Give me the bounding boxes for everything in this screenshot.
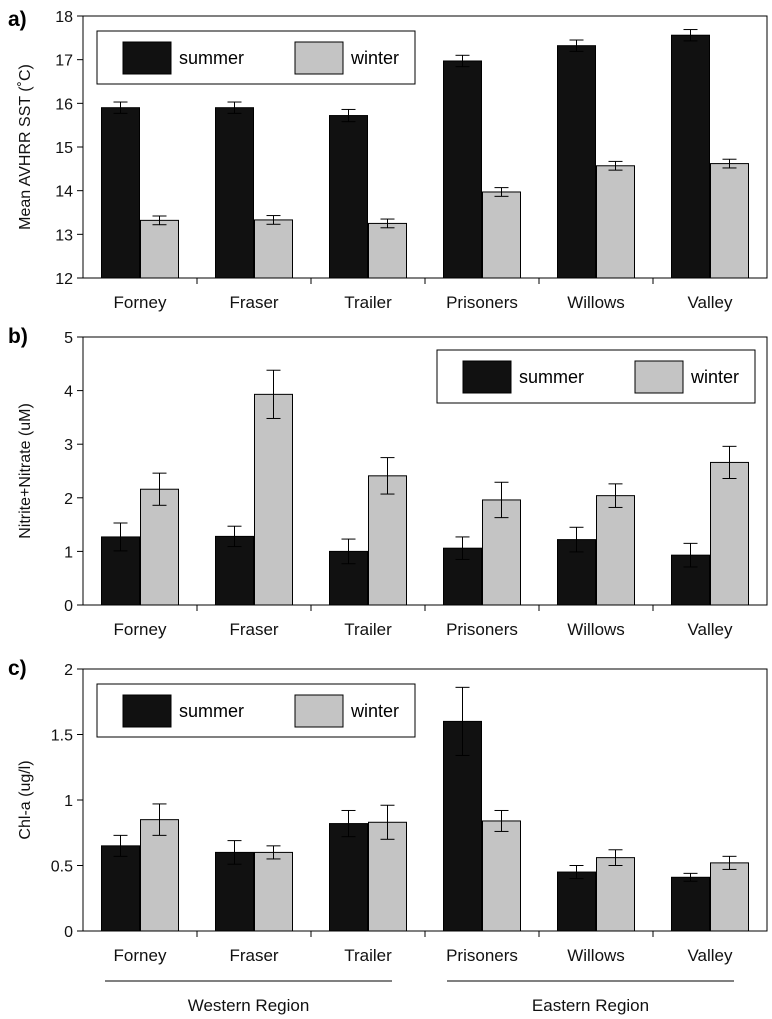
- legend-label-winter: winter: [350, 48, 399, 68]
- bar-summer-fraser: [215, 535, 254, 606]
- y-tick-label: 1: [64, 544, 73, 561]
- bar-winter-trailer: [368, 475, 407, 606]
- legend-label-winter: winter: [690, 367, 739, 387]
- y-tick-label: 1.5: [51, 728, 73, 745]
- y-tick-label: 0: [64, 598, 73, 615]
- bar-winter-valley: [710, 461, 749, 606]
- y-tick-label: 18: [55, 9, 73, 26]
- x-tick-label-forney: Forney: [114, 293, 167, 312]
- x-tick-label-prisoners: Prisoners: [446, 620, 518, 639]
- x-tick-label-willows: Willows: [567, 293, 625, 312]
- y-axis-title: Mean AVHRR SST (˚C): [17, 64, 34, 230]
- legend-label-summer: summer: [179, 701, 244, 721]
- x-tick-label-trailer: Trailer: [344, 293, 392, 312]
- legend-label-summer: summer: [179, 48, 244, 68]
- legend: summer winter: [96, 683, 416, 738]
- y-tick-label: 13: [55, 227, 73, 244]
- y-tick-label: 1: [64, 793, 73, 810]
- legend-swatch-winter: [294, 694, 344, 728]
- x-tick-label-trailer: Trailer: [344, 946, 392, 965]
- bar-summer-valley: [671, 876, 710, 932]
- bar-winter-fraser: [254, 393, 293, 606]
- bar-winter-forney: [140, 219, 179, 279]
- legend-swatch-winter: [294, 41, 344, 75]
- y-tick-label: 4: [64, 384, 73, 401]
- x-tick-label-fraser: Fraser: [229, 620, 278, 639]
- x-tick-label-willows: Willows: [567, 946, 625, 965]
- bar-summer-trailer: [329, 823, 368, 932]
- region-label: Western Region: [188, 996, 310, 1015]
- bar-summer-forney: [101, 107, 140, 279]
- legend: summer winter: [436, 349, 756, 404]
- panel-label: c): [8, 657, 27, 680]
- bar-winter-valley: [710, 862, 749, 932]
- x-tick-label-willows: Willows: [567, 620, 625, 639]
- chart-panel-c: 0 0.5 1 1.5 2 Forney Fraser Trailer Prisoners Wil…: [8, 657, 768, 965]
- panel-label: a): [8, 8, 27, 31]
- bar-summer-fraser: [215, 107, 254, 279]
- bar-winter-willows: [596, 857, 635, 932]
- bar-summer-willows: [557, 45, 596, 279]
- y-tick-label: 17: [55, 53, 73, 70]
- bar-winter-forney: [140, 488, 179, 606]
- panel-label: b): [8, 325, 28, 348]
- region-annotations: Western Region Eastern Region: [105, 980, 734, 1015]
- chart-panel-a: 12 13 14 15 16 17 18 Forney Fraser Trailer Prisone…: [8, 8, 768, 312]
- y-axis-title: Chl-a (ug/l): [17, 760, 34, 839]
- y-tick-label: 14: [55, 184, 73, 201]
- bar-winter-willows: [596, 165, 635, 279]
- chart-panel-b: 0 1 2 3 4 5 Forney Fraser Trailer Prisoners Willow…: [8, 325, 768, 639]
- y-tick-label: 12: [55, 271, 73, 288]
- x-tick-label-fraser: Fraser: [229, 946, 278, 965]
- x-tick-label-forney: Forney: [114, 620, 167, 639]
- bar-winter-valley: [710, 163, 749, 279]
- bar-winter-fraser: [254, 219, 293, 279]
- bar-winter-trailer: [368, 222, 407, 279]
- y-tick-label: 2: [64, 491, 73, 508]
- y-tick-label: 15: [55, 140, 73, 157]
- legend-label-summer: summer: [519, 367, 584, 387]
- y-tick-label: 5: [64, 330, 73, 347]
- legend: summer winter: [96, 30, 416, 85]
- bar-summer-valley: [671, 34, 710, 279]
- bar-summer-willows: [557, 871, 596, 932]
- bar-winter-prisoners: [482, 191, 521, 279]
- x-tick-label-forney: Forney: [114, 946, 167, 965]
- y-tick-label: 2: [64, 662, 73, 679]
- y-tick-label: 16: [55, 96, 73, 113]
- x-tick-label-valley: Valley: [687, 293, 733, 312]
- y-axis-title: Nitrite+Nitrate (uM): [17, 403, 34, 539]
- bar-summer-trailer: [329, 115, 368, 279]
- legend-label-winter: winter: [350, 701, 399, 721]
- x-tick-label-trailer: Trailer: [344, 620, 392, 639]
- y-tick-label: 0.5: [51, 859, 73, 876]
- legend-swatch-winter: [634, 360, 684, 394]
- bar-winter-trailer: [368, 821, 407, 932]
- x-tick-label-prisoners: Prisoners: [446, 293, 518, 312]
- legend-swatch-summer: [122, 694, 172, 728]
- x-tick-label-valley: Valley: [687, 946, 733, 965]
- bar-winter-prisoners: [482, 820, 521, 932]
- bar-winter-willows: [596, 495, 635, 606]
- region-label: Eastern Region: [532, 996, 649, 1015]
- bar-winter-forney: [140, 819, 179, 932]
- legend-swatch-summer: [122, 41, 172, 75]
- x-tick-label-valley: Valley: [687, 620, 733, 639]
- y-tick-label: 3: [64, 437, 73, 454]
- legend-swatch-summer: [462, 360, 512, 394]
- y-tick-label: 0: [64, 924, 73, 941]
- bar-summer-prisoners: [443, 60, 482, 279]
- bar-summer-fraser: [215, 851, 254, 932]
- bar-summer-forney: [101, 845, 140, 932]
- x-tick-label-prisoners: Prisoners: [446, 946, 518, 965]
- x-tick-label-fraser: Fraser: [229, 293, 278, 312]
- bar-winter-fraser: [254, 851, 293, 932]
